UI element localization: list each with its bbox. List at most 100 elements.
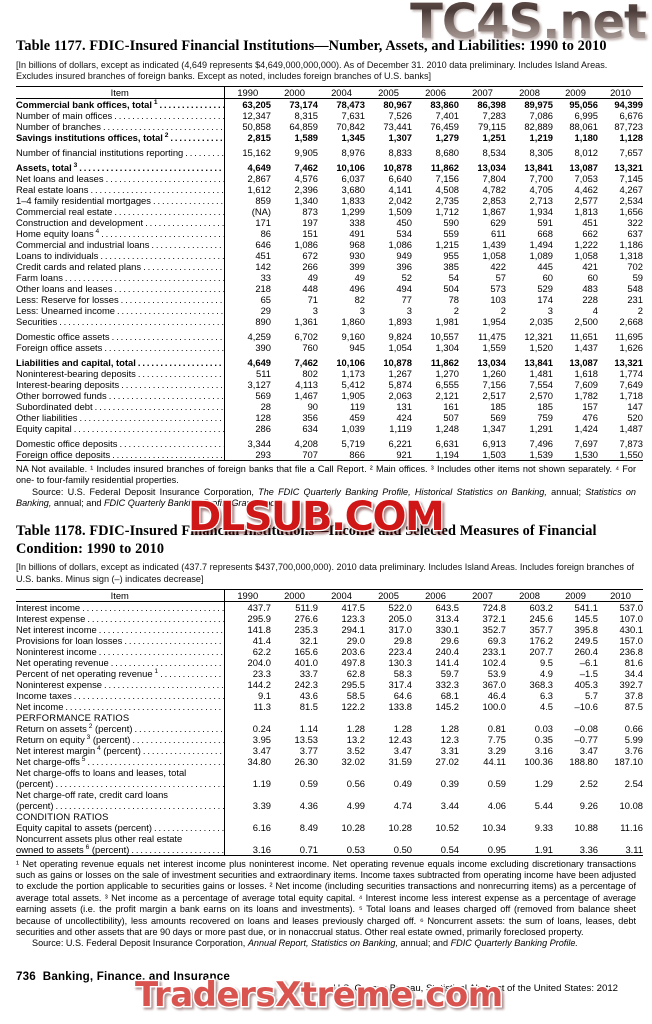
table-cell: 60 <box>542 271 553 283</box>
table-cell: 7,609 <box>574 378 598 390</box>
table-row: Percent of net operating revenue 1......… <box>16 667 643 679</box>
table-row: Construction and development............… <box>16 216 643 228</box>
table-cell: 3,680 <box>341 183 365 195</box>
table-1177-footnote-text: NA Not available. ¹ Includes insured bra… <box>16 463 636 486</box>
table-cell: 507 <box>443 411 459 423</box>
table-cell: –0.77 <box>574 733 598 745</box>
table-cell: 176.2 <box>529 634 553 646</box>
table-cell: 94,399 <box>614 98 643 110</box>
table-cell: 69.3 <box>487 634 506 646</box>
table-cell: 1,248 <box>435 422 459 434</box>
table-cell: 3,344 <box>247 437 271 449</box>
table-cell: 54 <box>448 271 459 283</box>
table-cell: 62.8 <box>346 667 365 679</box>
table-cell: (NA) <box>251 205 271 217</box>
table-cell: 49 <box>354 271 365 283</box>
dot-leader: ........................................… <box>170 131 223 143</box>
dot-leader: ........................................… <box>111 330 223 342</box>
dot-leader: ........................................… <box>137 367 224 379</box>
table-cell: 1,467 <box>294 389 318 401</box>
table-cell: 78 <box>448 293 459 305</box>
table-cell: 63,205 <box>242 98 271 110</box>
table-cell: 634 <box>302 422 318 434</box>
table-cell: 476 <box>582 411 598 423</box>
table-row: Net charge-off rate, credit card loans <box>16 788 643 800</box>
table-cell: 107.0 <box>619 612 643 624</box>
table-cell: 1,086 <box>388 238 412 250</box>
table-cell: 603.2 <box>529 601 553 613</box>
table-cell: 1,347 <box>482 422 506 434</box>
table-cell: 541.1 <box>574 601 598 613</box>
table-cell: 1,279 <box>435 131 459 143</box>
table-cell: 49 <box>307 271 318 283</box>
table-cell: 724.8 <box>482 601 506 613</box>
table-cell: 123.3 <box>341 612 365 624</box>
table-cell: 9,160 <box>341 330 365 342</box>
table-cell: 611 <box>491 227 506 239</box>
table-cell: 1,054 <box>388 341 412 353</box>
table-cell: 89,975 <box>524 98 553 110</box>
table-cell: 1,291 <box>529 422 553 434</box>
table-cell: 2 <box>500 304 506 316</box>
table-cell: 102.4 <box>482 656 506 668</box>
table-cell: 4,576 <box>294 172 318 184</box>
table-cell: 171 <box>255 216 271 228</box>
table-cell: 295.9 <box>247 612 271 624</box>
dot-leader: ........................................… <box>87 755 223 767</box>
table-cell: 5.44 <box>534 799 553 811</box>
table-cell: 82 <box>354 293 365 305</box>
table-cell <box>598 833 643 844</box>
table-cell: 759 <box>537 411 553 423</box>
row-label: Other borrowed funds....................… <box>16 389 225 401</box>
document-source-line: U.S. Census Bureau, Statistical Abstract… <box>333 982 618 994</box>
table-cell: 3.47 <box>579 744 598 756</box>
table-cell: 396 <box>396 260 412 272</box>
dot-leader: ........................................… <box>132 733 224 745</box>
row-label: Assets, total 3.........................… <box>16 161 225 173</box>
dot-leader: ........................................… <box>108 389 223 401</box>
table-cell: 8.49 <box>299 821 318 833</box>
table-cell <box>506 789 553 800</box>
row-spacer <box>16 157 225 162</box>
table-cell: 4,649 <box>247 356 271 368</box>
table-cell: 8,680 <box>435 146 459 158</box>
table-cell: 13,034 <box>477 356 506 368</box>
table-cell: 760 <box>302 341 318 353</box>
table-cell: 64.6 <box>393 689 412 701</box>
dot-leader: ........................................… <box>79 161 224 173</box>
table-cell <box>318 712 365 723</box>
col-header-2006: 2006 <box>425 589 446 601</box>
dot-leader: ........................................… <box>55 777 223 789</box>
dot-leader: ........................................… <box>73 689 223 701</box>
table-row: Net charge-offs to loans and leases, tot… <box>16 766 643 778</box>
table-cell: 144.2 <box>247 678 271 690</box>
table-cell: 50,858 <box>242 120 271 132</box>
table-cell: 100.0 <box>482 700 506 712</box>
table-cell: 131 <box>396 400 412 412</box>
row-label: Liabilities and capital, total..........… <box>16 356 225 368</box>
table-row: Farm loans..............................… <box>16 271 643 283</box>
table-cell: 3.47 <box>252 744 271 756</box>
section-heading: CONDITION RATIOS <box>16 810 225 822</box>
table-cell: 8,315 <box>294 109 318 121</box>
table-cell <box>598 811 643 822</box>
table-cell: 802 <box>302 367 318 379</box>
table-cell: 2,500 <box>574 315 598 327</box>
table-cell: 59 <box>632 271 643 283</box>
table-cell: 130.3 <box>388 656 412 668</box>
table-cell: 707 <box>271 448 318 461</box>
table-cell: 0.03 <box>534 722 553 734</box>
table-cell: 1,782 <box>574 389 598 401</box>
table-cell: 70,842 <box>336 120 365 132</box>
table-cell: 1,222 <box>574 238 598 250</box>
table-cell: 494 <box>396 282 412 294</box>
table-cell: 459 <box>349 411 365 423</box>
table-cell: 4.06 <box>487 799 506 811</box>
table-cell: 7,462 <box>294 161 318 173</box>
table-cell: 2,815 <box>247 131 271 143</box>
table-cell: 3,127 <box>247 378 271 390</box>
row-label: Other loans and leases..................… <box>16 282 225 294</box>
row-label: Domestic office assets..................… <box>16 330 225 342</box>
table-cell: 643.5 <box>435 601 459 613</box>
col-header-2010: 2010 <box>610 589 631 601</box>
